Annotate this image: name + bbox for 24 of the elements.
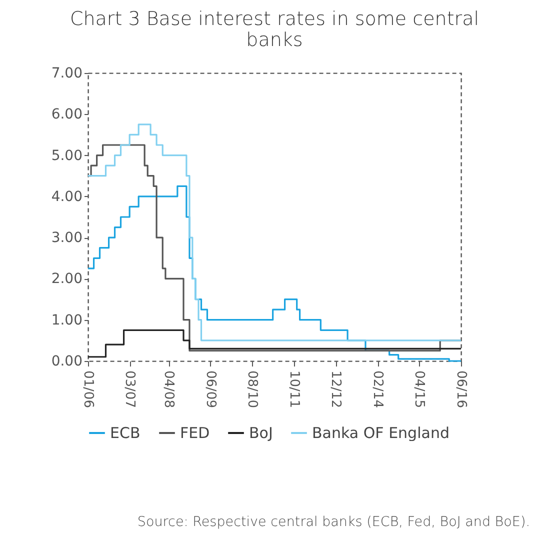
legend-label: ECB (110, 424, 140, 442)
legend-label: Banka OF England (312, 424, 450, 442)
x-tick-label: 04/15 (412, 370, 427, 408)
x-tick-label: 04/08 (161, 370, 176, 408)
y-tick-label: 6.00 (51, 106, 82, 123)
chart-title: Chart 3 Base interest rates in some central banks (70, 8, 480, 51)
y-tick-label: 1.00 (51, 312, 82, 328)
x-tick-label: 06/16 (454, 370, 468, 408)
legend-label: FED (180, 424, 210, 442)
y-tick-label: 7.00 (51, 66, 82, 82)
source-note: Source: Respective central banks (ECB, Fed, BoJ and BoE). (136, 514, 530, 530)
y-tick-label: 5.00 (51, 148, 82, 164)
x-tick-label: 12/12 (328, 370, 344, 408)
x-tick-label: 01/06 (80, 370, 96, 408)
y-tick-label: 0.00 (51, 354, 82, 370)
x-tick-label: 08/10 (244, 370, 260, 408)
x-tick-label: 10/11 (286, 370, 302, 408)
x-tick-label: 06/09 (202, 370, 218, 408)
y-tick-label: 2.00 (51, 271, 82, 288)
legend-label: BoJ (249, 424, 273, 442)
y-tick-label: 4.00 (51, 188, 82, 205)
x-tick-label: 02/14 (370, 370, 386, 408)
x-tick-label: 03/07 (122, 370, 138, 408)
y-tick-label: 3.00 (51, 230, 82, 246)
